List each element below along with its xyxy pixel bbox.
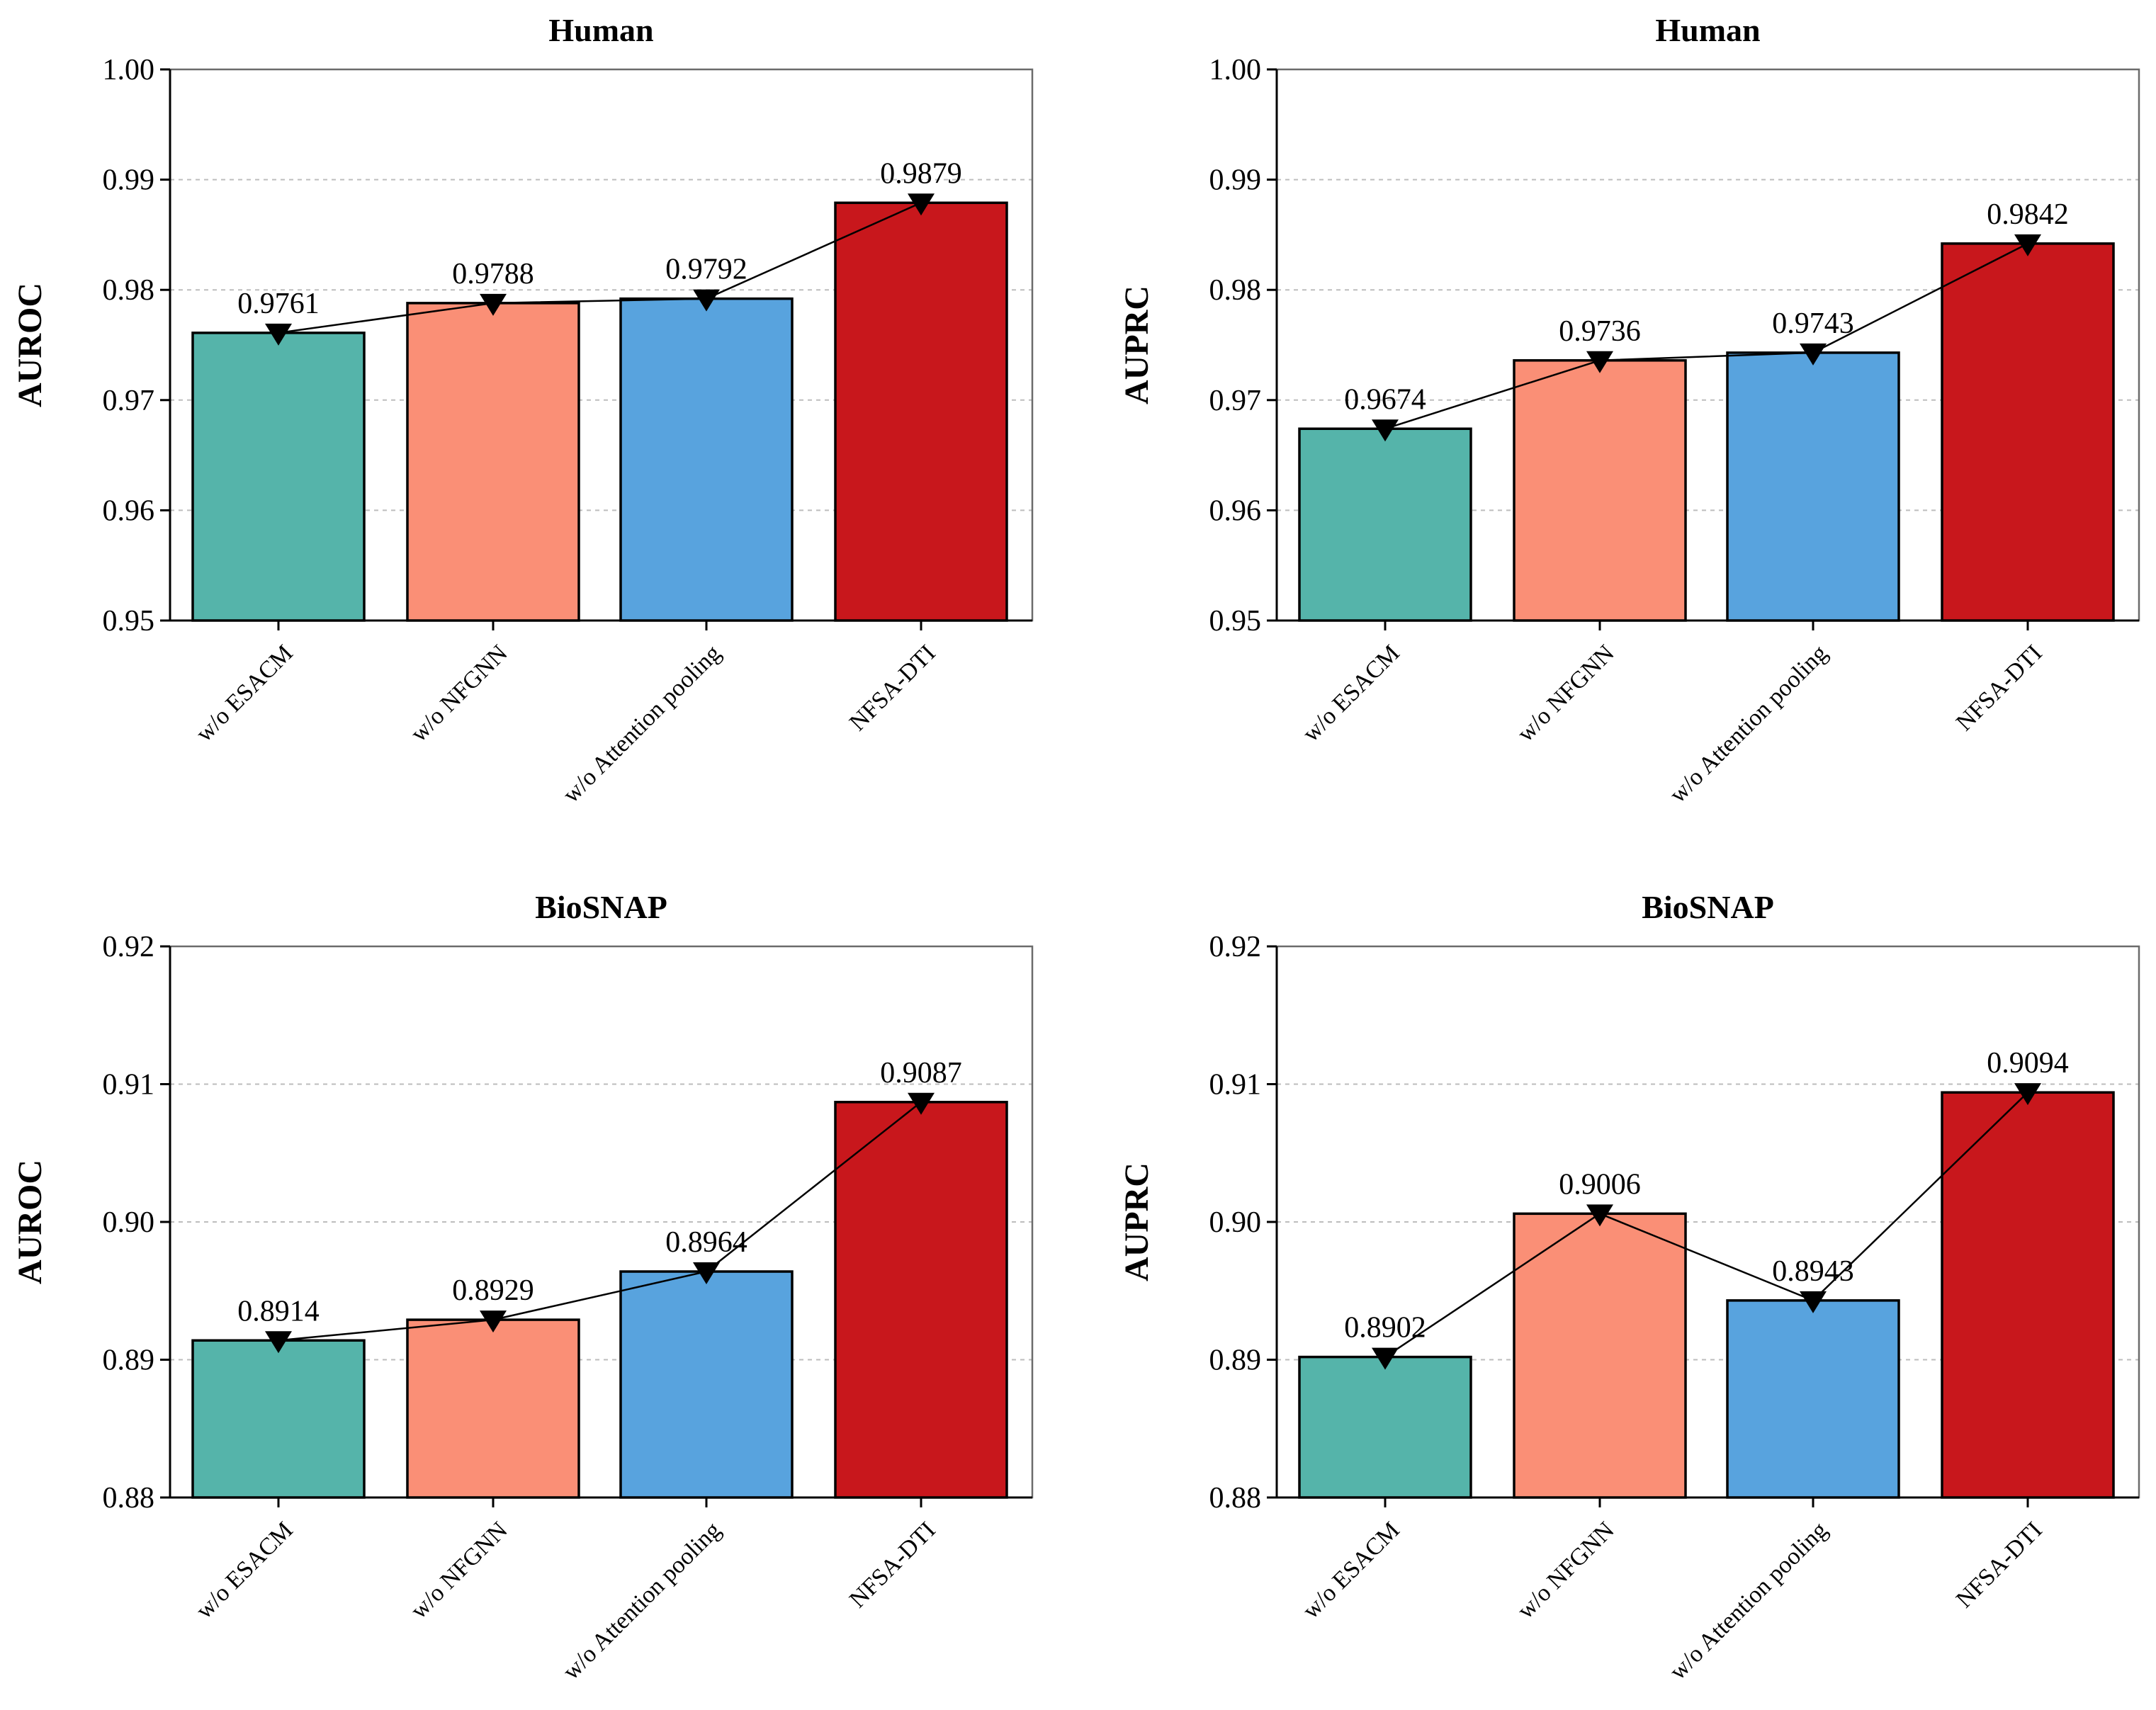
triangle-marker: [2014, 234, 2041, 256]
bar: [1513, 359, 1687, 622]
x-category-label: w/o NFGNN: [1513, 1517, 1620, 1624]
y-tick-label: 0.89: [103, 1344, 155, 1377]
x-category-label: w/o ESACM: [1298, 640, 1405, 747]
triangle-marker: [1586, 351, 1613, 373]
bar: [1726, 1299, 1900, 1499]
data-label: 0.9736: [1559, 315, 1641, 348]
data-label: 0.9006: [1559, 1168, 1641, 1201]
y-axis-label: AUPRC: [1118, 285, 1156, 404]
trend-line: [278, 202, 922, 334]
data-label: 0.8929: [452, 1274, 534, 1307]
bar: [619, 1270, 794, 1499]
bar: [1298, 427, 1472, 622]
chart-title: Human: [548, 12, 653, 48]
x-category-label: w/o NFGNN: [1513, 640, 1620, 747]
y-tick-label: 0.98: [103, 274, 155, 307]
x-category-label: w/o ESACM: [191, 1517, 298, 1624]
triangle-marker: [908, 1092, 935, 1115]
x-category-label: w/o NFGNN: [406, 1517, 513, 1624]
triangle-marker: [693, 289, 720, 312]
y-tick-label: 0.90: [103, 1206, 155, 1239]
y-tick-label: 0.96: [1209, 494, 1262, 527]
y-tick-label: 0.91: [103, 1069, 155, 1102]
triangle-marker: [480, 1310, 507, 1333]
bar: [1513, 1212, 1687, 1499]
data-label: 0.9761: [237, 288, 320, 320]
bar: [1941, 1091, 2115, 1499]
x-category-label: NFSA-DTI: [1951, 640, 2048, 736]
y-tick-label: 0.98: [1209, 274, 1262, 307]
data-label: 0.8964: [665, 1226, 747, 1259]
bar: [1298, 1355, 1472, 1499]
bar: [834, 201, 1008, 622]
triangle-marker: [693, 1262, 720, 1285]
data-label: 0.9087: [880, 1057, 962, 1089]
triangle-marker: [480, 293, 507, 316]
y-tick-label: 0.96: [103, 494, 155, 527]
triangle-marker: [1800, 1291, 1827, 1313]
bar: [1941, 242, 2115, 622]
data-label: 0.9094: [1987, 1047, 2069, 1080]
data-label: 0.8902: [1344, 1312, 1426, 1344]
bar: [834, 1101, 1008, 1499]
y-tick-label: 0.95: [1209, 605, 1262, 638]
y-tick-label: 0.97: [1209, 385, 1262, 417]
data-label: 0.9788: [452, 258, 534, 290]
data-label: 0.9792: [665, 254, 747, 286]
chart-title: Human: [1655, 12, 1760, 48]
y-tick-label: 0.92: [103, 931, 155, 963]
x-category-label: NFSA-DTI: [845, 1517, 941, 1613]
x-category-label: w/o Attention pooling: [1664, 1517, 1832, 1684]
data-label: 0.9743: [1772, 307, 1854, 340]
y-tick-label: 0.88: [103, 1482, 155, 1514]
y-tick-label: 1.00: [103, 54, 155, 86]
triangle-marker: [265, 1331, 292, 1354]
y-tick-label: 0.97: [103, 385, 155, 417]
data-label: 0.9879: [880, 157, 962, 190]
y-axis-label: AUPRC: [1118, 1162, 1156, 1281]
y-axis-label: AUROC: [11, 283, 49, 407]
x-category-label: w/o Attention pooling: [1664, 640, 1832, 808]
bar: [619, 297, 794, 622]
y-tick-label: 1.00: [1209, 54, 1262, 86]
x-category-label: w/o NFGNN: [406, 640, 513, 747]
data-label: 0.9674: [1344, 383, 1426, 416]
y-tick-label: 0.88: [1209, 1482, 1262, 1514]
y-tick-label: 0.91: [1209, 1069, 1262, 1102]
bar: [1726, 351, 1900, 622]
trend-line: [278, 1101, 922, 1342]
triangle-marker: [908, 193, 935, 216]
y-axis-label: AUROC: [11, 1160, 49, 1284]
bar: [406, 302, 580, 622]
triangle-marker: [1586, 1204, 1613, 1227]
x-category-label: w/o ESACM: [1298, 1517, 1405, 1624]
bar: [191, 1339, 366, 1499]
y-tick-label: 0.90: [1209, 1206, 1262, 1239]
trend-line: [1384, 1092, 2028, 1358]
bar: [406, 1318, 580, 1499]
chart-title: BioSNAP: [535, 889, 667, 925]
chart-title: BioSNAP: [1642, 889, 1774, 925]
triangle-marker: [1800, 343, 1827, 366]
triangle-marker: [1372, 419, 1399, 442]
data-label: 0.8943: [1772, 1255, 1854, 1288]
x-category-label: w/o Attention pooling: [558, 640, 726, 808]
y-tick-label: 0.99: [1209, 164, 1262, 197]
triangle-marker: [1372, 1347, 1399, 1370]
data-label: 0.9842: [1987, 198, 2069, 231]
triangle-marker: [265, 323, 292, 346]
triangle-marker: [2014, 1083, 2041, 1106]
y-tick-label: 0.95: [103, 605, 155, 638]
x-category-label: NFSA-DTI: [845, 640, 941, 736]
bar: [191, 332, 366, 622]
y-tick-label: 0.89: [1209, 1344, 1262, 1377]
x-category-label: NFSA-DTI: [1951, 1517, 2048, 1613]
x-category-label: w/o Attention pooling: [558, 1517, 726, 1684]
y-tick-label: 0.92: [1209, 931, 1262, 963]
data-label: 0.8914: [237, 1295, 320, 1327]
y-tick-label: 0.99: [103, 164, 155, 197]
x-category-label: w/o ESACM: [191, 640, 298, 747]
trend-line: [1384, 242, 2028, 430]
